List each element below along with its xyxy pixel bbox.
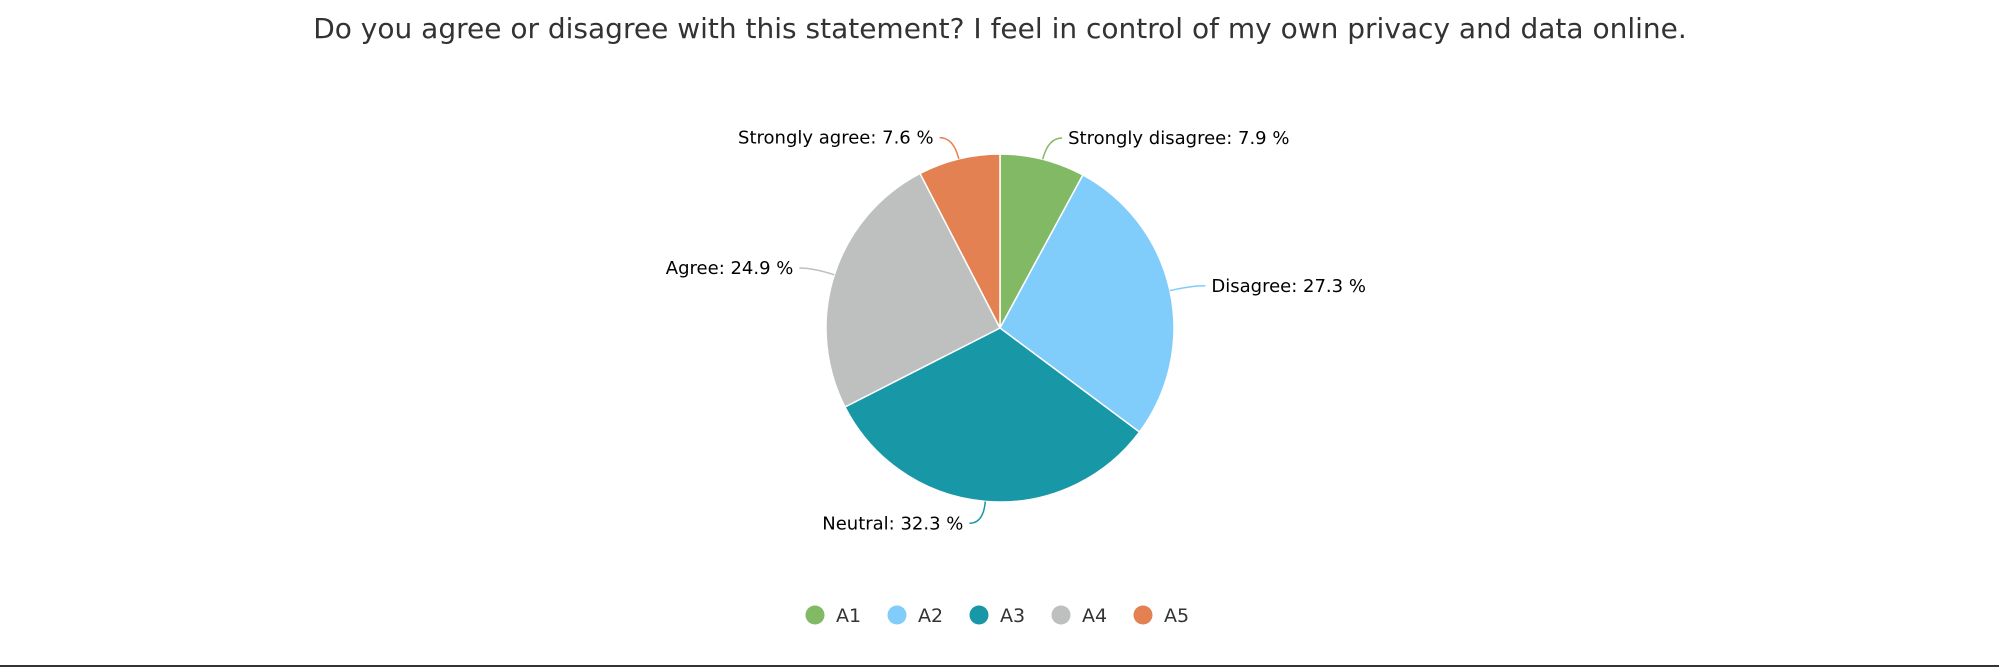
slice-label-disagree: Disagree: 27.3 %	[1211, 276, 1366, 297]
bottom-border	[0, 665, 1999, 667]
legend-item-a3[interactable]: A3	[969, 605, 1026, 627]
legend-item-a5[interactable]: A5	[1133, 605, 1190, 627]
legend-label-a2: A2	[918, 605, 943, 627]
legend-marker-a2	[887, 605, 907, 625]
pie-slice-neutral[interactable]	[843, 327, 1141, 503]
slice-label-strongly-agree: Strongly agree: 7.6 %	[738, 128, 934, 149]
label-connector-disagree	[1169, 285, 1206, 292]
legend-label-a3: A3	[1000, 605, 1025, 627]
pie-slice-strongly-agree[interactable]	[919, 153, 1001, 329]
legend-label-a5: A5	[1164, 605, 1189, 627]
legend-item-a2[interactable]: A2	[887, 605, 944, 627]
chart-title: Do you agree or disagree with this state…	[313, 12, 1687, 45]
label-connectors	[799, 136, 1206, 525]
slice-label-agree: Agree: 24.9 %	[666, 258, 794, 279]
legend-marker-a1	[805, 605, 825, 625]
legend-item-a1[interactable]: A1	[805, 605, 862, 627]
pie-slices	[825, 153, 1175, 503]
legend: A1 A2 A3 A4 A5	[805, 605, 1190, 627]
label-connector-strongly-disagree	[1041, 137, 1063, 160]
legend-label-a4: A4	[1082, 605, 1107, 627]
slice-label-neutral: Neutral: 32.3 %	[822, 513, 963, 534]
pie-slice-agree[interactable]	[825, 172, 1002, 408]
legend-label-a1: A1	[836, 605, 861, 627]
slice-labels: Strongly disagree: 7.9 % Disagree: 27.3 %…	[666, 128, 1366, 535]
legend-marker-a4	[1051, 605, 1071, 625]
label-connector-agree	[799, 267, 835, 276]
slice-label-strongly-disagree: Strongly disagree: 7.9 %	[1068, 128, 1289, 149]
label-connector-strongly-agree	[939, 136, 960, 160]
legend-item-a4[interactable]: A4	[1051, 605, 1108, 627]
legend-marker-a3	[969, 605, 989, 625]
legend-marker-a5	[1133, 605, 1153, 625]
label-connector-neutral	[969, 501, 987, 525]
